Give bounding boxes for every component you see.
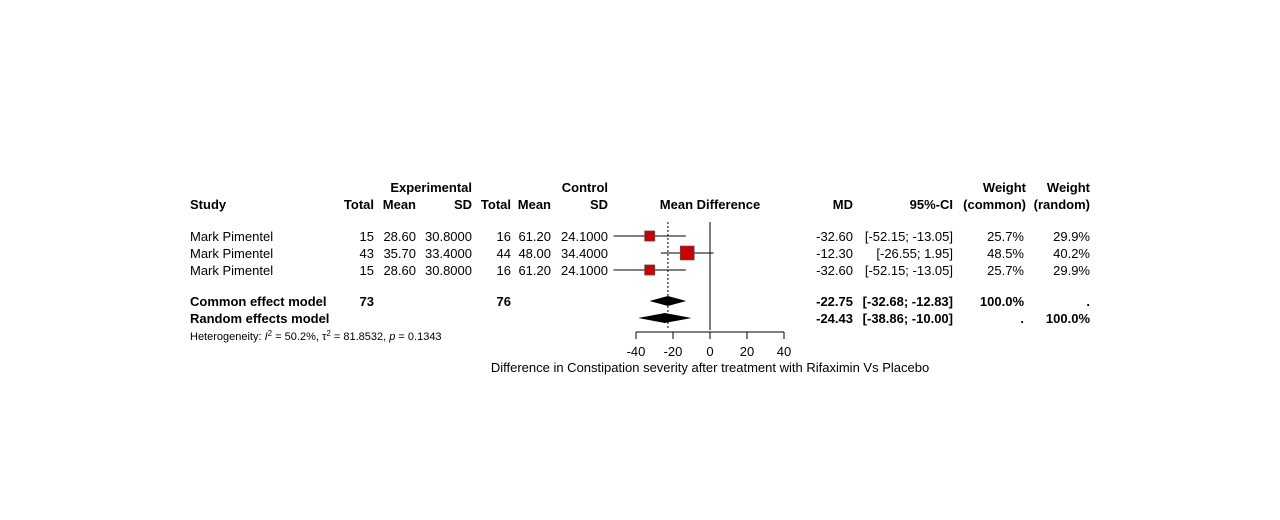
x-tick-label: -40 [627, 344, 646, 359]
cell-c-total: 16 [497, 229, 511, 244]
e-mean-header: Mean [383, 197, 416, 212]
cell-weight-common: 48.5% [987, 246, 1024, 261]
x-tick-label: -20 [664, 344, 683, 359]
cell-e-mean: 35.70 [383, 246, 416, 261]
cell-md: -32.60 [816, 229, 853, 244]
weight-random-subheader: (random) [1034, 197, 1090, 212]
cell-c-sd: 34.4000 [561, 246, 608, 261]
x-tick-label: 40 [777, 344, 791, 359]
cell-e-sd: 33.4000 [425, 246, 472, 261]
experimental-header: Experimental [390, 180, 472, 195]
e-sd-header: SD [454, 197, 472, 212]
common-effect-diamond [649, 296, 687, 306]
study-name: Mark Pimentel [190, 229, 273, 244]
cell-weight-random: 29.9% [1053, 229, 1090, 244]
common-md: -22.75 [816, 294, 853, 309]
cell-c-total: 44 [497, 246, 511, 261]
e-total-header: Total [344, 197, 374, 212]
study-name: Mark Pimentel [190, 263, 273, 278]
random-effects-diamond [638, 313, 692, 323]
random-label: Random effects model [190, 311, 329, 326]
cell-e-total: 15 [360, 229, 374, 244]
cell-ci: [-52.15; -13.05] [865, 229, 953, 244]
x-axis-label: Difference in Constipation severity afte… [491, 360, 929, 375]
cell-weight-random: 40.2% [1053, 246, 1090, 261]
random-weight-random: 100.0% [1046, 311, 1091, 326]
common-e-total: 73 [360, 294, 374, 309]
study-name: Mark Pimentel [190, 246, 273, 261]
c-mean-header: Mean [518, 197, 551, 212]
cell-weight-random: 29.9% [1053, 263, 1090, 278]
cell-c-total: 16 [497, 263, 511, 278]
common-label: Common effect model [190, 294, 327, 309]
cell-c-mean: 61.20 [518, 229, 551, 244]
c-total-header: Total [481, 197, 511, 212]
cell-weight-common: 25.7% [987, 263, 1024, 278]
cell-e-sd: 30.8000 [425, 229, 472, 244]
common-weight-random: . [1086, 294, 1090, 309]
study-square [644, 230, 656, 242]
weight-common-subheader: (common) [963, 197, 1026, 212]
cell-e-mean: 28.60 [383, 263, 416, 278]
cell-c-sd: 24.1000 [561, 229, 608, 244]
x-tick-label: 0 [706, 344, 713, 359]
ci-header: 95%-CI [910, 197, 953, 212]
cell-c-mean: 61.20 [518, 263, 551, 278]
common-c-total: 76 [497, 294, 511, 309]
x-tick-label: 20 [740, 344, 754, 359]
random-ci: [-38.86; -10.00] [863, 311, 953, 326]
cell-md: -32.60 [816, 263, 853, 278]
common-ci: [-32.68; -12.83] [863, 294, 953, 309]
x-axis: -40 -20 0 20 40 [627, 331, 791, 359]
weight-random-header: Weight [1047, 180, 1091, 195]
cell-ci: [-52.15; -13.05] [865, 263, 953, 278]
random-md: -24.43 [816, 311, 853, 326]
c-sd-header: SD [590, 197, 608, 212]
mean-difference-header: Mean Difference [660, 197, 760, 212]
heterogeneity-text: Heterogeneity: I2 = 50.2%, τ2 = 81.8532,… [190, 329, 442, 344]
cell-e-total: 15 [360, 263, 374, 278]
study-header: Study [190, 197, 227, 212]
cell-e-sd: 30.8000 [425, 263, 472, 278]
control-header: Control [562, 180, 608, 195]
cell-weight-common: 25.7% [987, 229, 1024, 244]
cell-e-total: 43 [360, 246, 374, 261]
study-rows: Mark Pimentel 15 28.60 30.8000 16 61.20 24.100… [190, 229, 1090, 278]
random-weight-common: . [1020, 311, 1024, 326]
md-header: MD [833, 197, 853, 212]
cell-e-mean: 28.60 [383, 229, 416, 244]
cell-md: -12.30 [816, 246, 853, 261]
study-square [644, 264, 656, 276]
forest-graphics [613, 222, 714, 330]
cell-c-mean: 48.00 [518, 246, 551, 261]
weight-common-header: Weight [983, 180, 1027, 195]
cell-c-sd: 24.1000 [561, 263, 608, 278]
cell-ci: [-26.55; 1.95] [876, 246, 953, 261]
common-weight-common: 100.0% [980, 294, 1025, 309]
study-square [679, 245, 695, 261]
